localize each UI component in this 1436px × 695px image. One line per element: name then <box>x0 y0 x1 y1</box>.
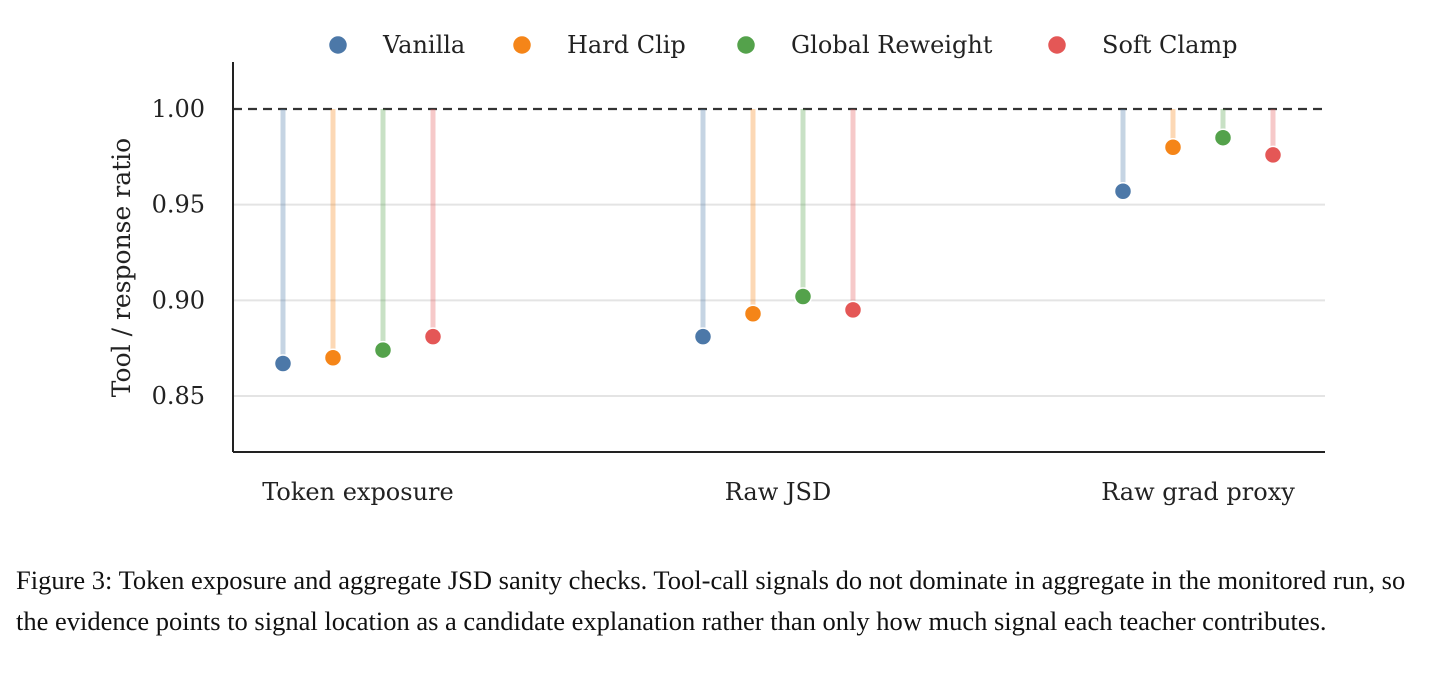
legend-marker-soft-clamp <box>1046 34 1068 56</box>
point-global-reweight <box>373 340 393 360</box>
point-soft-clamp <box>843 300 863 320</box>
y-tick-label: 1.00 <box>152 95 205 123</box>
gridlines <box>233 203 1325 397</box>
legend-marker-global-reweight <box>735 34 757 56</box>
stems <box>280 109 1276 364</box>
legend-label-global-reweight: Global Reweight <box>791 31 993 59</box>
point-vanilla <box>693 327 713 346</box>
point-global-reweight <box>1213 128 1233 147</box>
figure-caption: Figure 3: Token exposure and aggregate J… <box>16 565 1406 636</box>
point-hard-clip <box>323 348 343 367</box>
y-axis-title: Tool / response ratio <box>107 138 136 397</box>
legend-label-hard-clip: Hard Clip <box>567 31 686 59</box>
y-tick-label: 0.90 <box>152 286 205 314</box>
y-tick-label: 0.85 <box>152 382 205 410</box>
point-global-reweight <box>793 287 813 306</box>
point-soft-clamp <box>423 327 443 346</box>
y-tick-labels: 0.85 0.90 0.95 1.00 <box>152 95 205 410</box>
point-hard-clip <box>743 304 763 323</box>
category-label: Token exposure <box>262 478 453 506</box>
point-vanilla <box>273 354 293 373</box>
point-hard-clip <box>1163 138 1183 157</box>
legend-marker-vanilla <box>327 34 349 56</box>
data-points <box>273 128 1283 373</box>
category-labels: Token exposure Raw JSD Raw grad proxy <box>262 478 1295 506</box>
legend-label-soft-clamp: Soft Clamp <box>1102 31 1238 59</box>
category-label: Raw JSD <box>725 478 831 506</box>
chart: 0.85 0.90 0.95 1.00 Token exposure Raw JSD Ra… <box>107 31 1325 506</box>
point-vanilla <box>1113 182 1133 201</box>
legend-label-vanilla: Vanilla <box>382 31 465 59</box>
legend-marker-hard-clip <box>511 34 533 56</box>
category-label: Raw grad proxy <box>1101 478 1295 506</box>
point-soft-clamp <box>1263 145 1283 165</box>
y-tick-label: 0.95 <box>152 191 205 219</box>
legend: Vanilla Hard Clip Global Reweight Soft Clam… <box>327 31 1238 59</box>
